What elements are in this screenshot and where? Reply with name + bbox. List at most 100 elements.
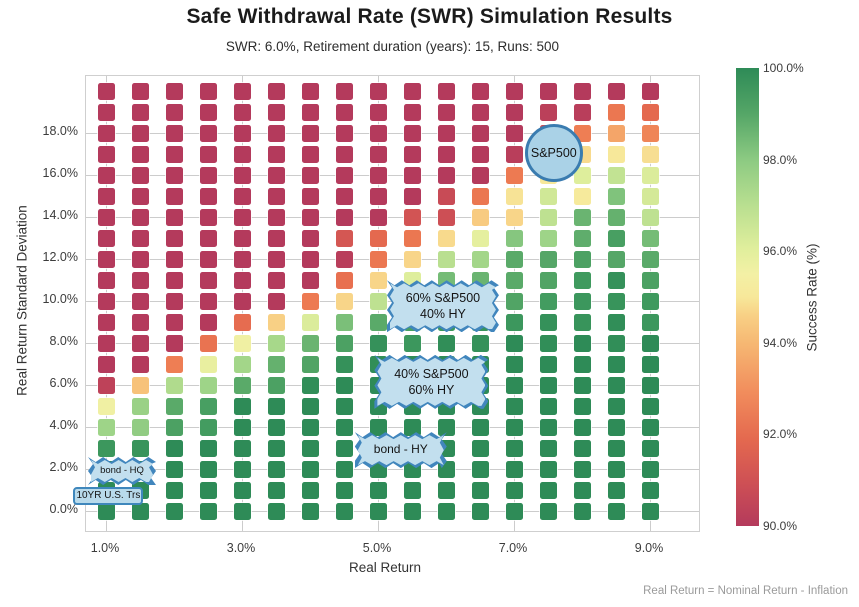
heat-cell	[199, 502, 217, 520]
heat-cell	[641, 397, 659, 415]
heat-cell	[199, 250, 217, 268]
colorbar-tick-label: 90.0%	[763, 519, 798, 533]
heat-cell	[641, 145, 659, 163]
annotation-text: bond - HY	[373, 442, 428, 457]
heat-cell	[335, 187, 353, 205]
y-tick-label: 10.0%	[42, 292, 78, 306]
gridline-horizontal	[86, 426, 699, 428]
heat-cell	[97, 145, 115, 163]
heat-cell	[131, 502, 149, 520]
sp500-60-hy-40-annotation: 60% S&P500 40% HY	[386, 280, 499, 333]
heat-cell	[267, 271, 285, 289]
heat-cell	[267, 355, 285, 373]
heat-cell	[437, 418, 455, 436]
heat-cell	[539, 355, 557, 373]
heat-cell	[199, 376, 217, 394]
heat-cell	[369, 292, 387, 310]
heat-cell	[199, 460, 217, 478]
heat-cell	[301, 502, 319, 520]
y-tick-label: 16.0%	[42, 166, 78, 180]
heat-cell	[539, 250, 557, 268]
y-tick-label: 14.0%	[42, 208, 78, 222]
heat-cell	[301, 145, 319, 163]
heat-cell	[607, 229, 625, 247]
heat-cell	[131, 355, 149, 373]
heat-cell	[437, 187, 455, 205]
heat-cell	[131, 376, 149, 394]
heat-cell	[505, 313, 523, 331]
heat-cell	[437, 250, 455, 268]
gridline-horizontal	[86, 510, 699, 512]
heat-cell	[165, 82, 183, 100]
annotation-text: 40% S&P500 60% HY	[394, 366, 469, 397]
x-tick-label: 9.0%	[634, 541, 664, 555]
annotation-text: S&P500	[530, 145, 577, 160]
heat-cell	[233, 229, 251, 247]
heat-cell	[641, 292, 659, 310]
footnote: Real Return = Nominal Return - Inflation	[643, 585, 848, 597]
heat-cell	[131, 418, 149, 436]
heat-cell	[233, 292, 251, 310]
heat-cell	[437, 166, 455, 184]
heat-cell	[471, 250, 489, 268]
heat-cell	[505, 376, 523, 394]
heat-cell	[165, 418, 183, 436]
heat-cell	[301, 187, 319, 205]
heat-cell	[335, 292, 353, 310]
heat-cell	[437, 82, 455, 100]
heat-cell	[607, 187, 625, 205]
heat-cell	[165, 271, 183, 289]
y-tick-label: 0.0%	[49, 502, 79, 516]
heat-cell	[301, 481, 319, 499]
heat-cell	[573, 376, 591, 394]
x-tick-label: 5.0%	[362, 541, 392, 555]
colorbar-tick-label: 92.0%	[763, 427, 798, 442]
heat-cell	[573, 313, 591, 331]
heat-cell	[335, 376, 353, 394]
heat-cell	[165, 208, 183, 226]
heat-cell	[301, 166, 319, 184]
heat-cell	[403, 334, 421, 352]
heat-cell	[471, 334, 489, 352]
heat-cell	[165, 187, 183, 205]
heat-cell	[641, 208, 659, 226]
heat-cell	[369, 271, 387, 289]
heat-cell	[573, 355, 591, 373]
starburst-fill	[357, 435, 444, 466]
heat-cell	[403, 124, 421, 142]
heat-cell	[471, 439, 489, 457]
heat-cell	[165, 355, 183, 373]
heat-cell	[505, 166, 523, 184]
heat-cell	[403, 145, 421, 163]
y-tick-label: 6.0%	[49, 376, 79, 390]
heat-cell	[233, 355, 251, 373]
heat-cell	[573, 460, 591, 478]
heat-cell	[471, 502, 489, 520]
heat-cell	[233, 313, 251, 331]
heat-cell	[131, 334, 149, 352]
heat-cell	[97, 334, 115, 352]
heat-cell	[505, 481, 523, 499]
heat-cell	[199, 397, 217, 415]
x-tick-label: 7.0%	[498, 541, 528, 555]
heat-cell	[199, 187, 217, 205]
heat-cell	[233, 187, 251, 205]
heat-cell	[471, 187, 489, 205]
starburst-fill	[91, 459, 153, 482]
heat-cell	[607, 124, 625, 142]
annotation-text: 60% S&P500 40% HY	[405, 291, 481, 322]
heat-cell	[403, 166, 421, 184]
heat-cell	[437, 103, 455, 121]
heat-cell	[539, 292, 557, 310]
heat-cell	[607, 208, 625, 226]
heat-cell	[403, 187, 421, 205]
heat-cell	[233, 439, 251, 457]
heat-cell	[471, 124, 489, 142]
heat-cell	[131, 145, 149, 163]
heat-cell	[539, 229, 557, 247]
heat-cell	[131, 103, 149, 121]
heat-cell	[233, 208, 251, 226]
heat-cell	[267, 187, 285, 205]
heat-cell	[471, 82, 489, 100]
